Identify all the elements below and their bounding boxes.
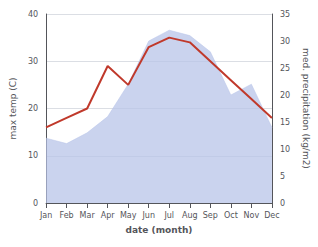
svg-text:15: 15 — [280, 118, 290, 127]
svg-text:Jul: Jul — [163, 211, 174, 220]
svg-text:0: 0 — [280, 199, 285, 208]
svg-text:med. precipitation (kg/m2): med. precipitation (kg/m2) — [301, 48, 311, 169]
svg-text:30: 30 — [280, 37, 290, 46]
svg-text:Jun: Jun — [141, 211, 155, 220]
svg-text:30: 30 — [28, 57, 38, 66]
svg-text:Mar: Mar — [80, 211, 96, 220]
svg-text:10: 10 — [28, 151, 38, 160]
svg-text:10: 10 — [280, 145, 290, 154]
svg-text:max temp (C): max temp (C) — [8, 77, 18, 139]
svg-text:40: 40 — [28, 10, 38, 19]
svg-text:Nov: Nov — [244, 211, 260, 220]
svg-text:35: 35 — [280, 10, 290, 19]
svg-text:Sep: Sep — [203, 211, 218, 220]
svg-text:Apr: Apr — [101, 211, 116, 220]
svg-text:Jan: Jan — [39, 211, 52, 220]
svg-text:Dec: Dec — [264, 211, 279, 220]
svg-text:25: 25 — [280, 64, 290, 73]
svg-text:Aug: Aug — [182, 211, 198, 220]
svg-text:Feb: Feb — [60, 211, 74, 220]
svg-text:0: 0 — [33, 199, 38, 208]
svg-text:May: May — [120, 211, 137, 220]
svg-text:20: 20 — [28, 104, 38, 113]
svg-text:date (month): date (month) — [126, 225, 193, 235]
svg-text:5: 5 — [280, 172, 285, 181]
svg-text:Oct: Oct — [224, 211, 238, 220]
svg-text:20: 20 — [280, 91, 290, 100]
